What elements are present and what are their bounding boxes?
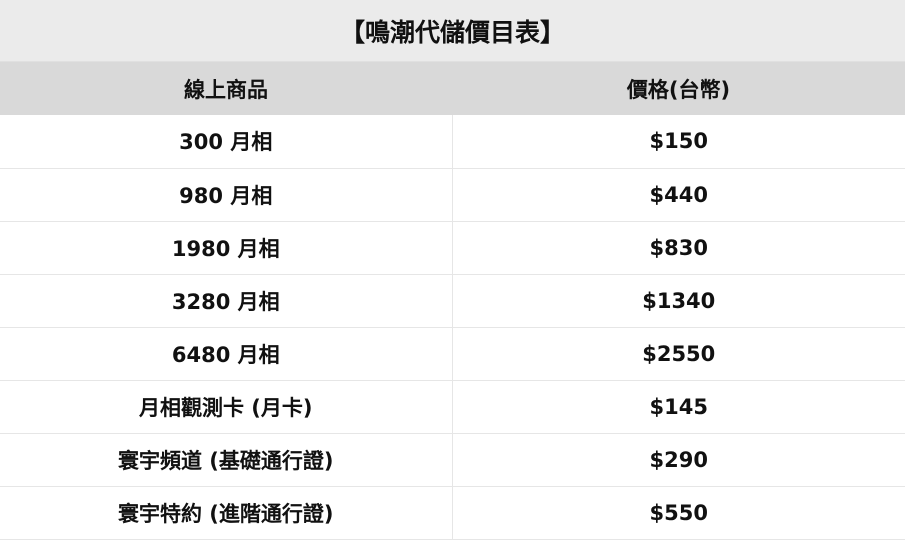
price-cell: $830 bbox=[452, 221, 905, 275]
price-cell: $145 bbox=[452, 380, 905, 434]
table-row: 300 月相 $150 bbox=[0, 115, 905, 169]
product-cell: 寰宇特約 (進階通行證) bbox=[0, 486, 453, 540]
product-cell: 1980 月相 bbox=[0, 221, 453, 275]
price-table: 線上商品 價格(台幣) 300 月相 $150 980 月相 $440 1980 月相 $… bbox=[0, 62, 905, 540]
header-price: 價格(台幣) bbox=[452, 62, 905, 115]
table-row: 3280 月相 $1340 bbox=[0, 274, 905, 328]
table-row: 980 月相 $440 bbox=[0, 168, 905, 222]
price-cell: $550 bbox=[452, 486, 905, 540]
price-cell: $440 bbox=[452, 168, 905, 222]
header-product: 線上商品 bbox=[0, 62, 452, 115]
price-cell: $290 bbox=[452, 433, 905, 487]
product-cell: 寰宇頻道 (基礎通行證) bbox=[0, 433, 453, 487]
price-cell: $150 bbox=[452, 115, 905, 169]
product-cell: 980 月相 bbox=[0, 168, 453, 222]
product-cell: 月相觀測卡 (月卡) bbox=[0, 380, 453, 434]
table-row: 寰宇頻道 (基礎通行證) $290 bbox=[0, 433, 905, 487]
price-cell: $1340 bbox=[452, 274, 905, 328]
table-row: 月相觀測卡 (月卡) $145 bbox=[0, 380, 905, 434]
product-cell: 300 月相 bbox=[0, 115, 453, 169]
table-row: 6480 月相 $2550 bbox=[0, 327, 905, 381]
price-cell: $2550 bbox=[452, 327, 905, 381]
price-list-title: 【鳴潮代儲價目表】 bbox=[0, 0, 905, 62]
table-row: 1980 月相 $830 bbox=[0, 221, 905, 275]
table-header-row: 線上商品 價格(台幣) bbox=[0, 62, 905, 115]
product-cell: 3280 月相 bbox=[0, 274, 453, 328]
table-row: 寰宇特約 (進階通行證) $550 bbox=[0, 486, 905, 540]
product-cell: 6480 月相 bbox=[0, 327, 453, 381]
